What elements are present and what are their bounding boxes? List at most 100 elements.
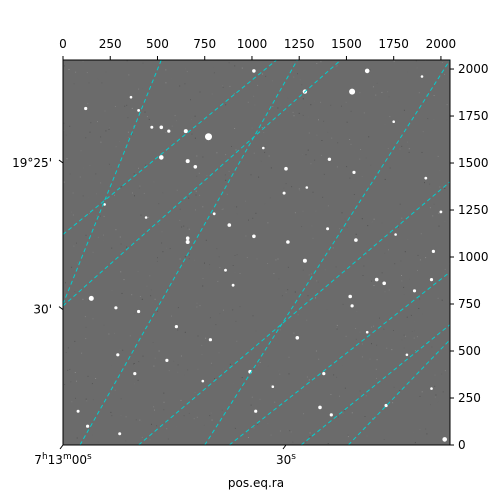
noise-speck: [176, 120, 177, 122]
noise-speck: [231, 146, 232, 147]
star: [318, 405, 322, 410]
noise-speck: [161, 231, 163, 233]
noise-speck: [430, 186, 431, 188]
star: [271, 385, 275, 389]
noise-speck: [277, 258, 279, 260]
noise-speck: [417, 269, 418, 271]
top-axis-tick-label: 500: [146, 37, 169, 51]
noise-speck: [218, 352, 220, 354]
noise-speck: [76, 262, 78, 264]
noise-speck: [396, 389, 398, 391]
noise-speck: [115, 229, 117, 231]
noise-speck: [429, 207, 431, 209]
noise-speck: [209, 415, 211, 417]
noise-speck: [72, 192, 74, 194]
star: [352, 170, 356, 174]
noise-speck: [335, 65, 337, 67]
star: [133, 372, 137, 376]
noise-speck: [268, 155, 270, 157]
noise-speck: [177, 307, 179, 309]
noise-speck: [148, 118, 150, 120]
noise-speck: [255, 330, 257, 332]
star: [201, 379, 205, 383]
noise-speck: [171, 125, 173, 127]
noise-speck: [403, 347, 405, 349]
noise-speck: [336, 327, 338, 328]
noise-speck: [92, 251, 94, 253]
star: [412, 289, 417, 293]
noise-speck: [85, 398, 87, 400]
noise-speck: [110, 166, 112, 168]
noise-speck: [181, 226, 183, 228]
noise-speck: [372, 86, 374, 88]
noise-speck: [260, 160, 262, 162]
star: [137, 109, 141, 112]
noise-speck: [74, 340, 76, 342]
noise-speck: [64, 65, 65, 67]
top-axis-tick-label: 1000: [237, 37, 268, 51]
noise-speck: [320, 101, 322, 103]
dec-grid-line: [63, 60, 162, 305]
noise-speck: [100, 215, 101, 217]
noise-speck: [158, 203, 160, 205]
noise-speck: [419, 259, 421, 261]
star: [224, 268, 227, 272]
noise-speck: [404, 337, 406, 339]
noise-speck: [104, 110, 106, 112]
noise-speck: [427, 118, 429, 120]
noise-speck: [364, 416, 366, 417]
noise-speck: [341, 365, 343, 367]
noise-speck: [259, 398, 261, 400]
dec-tick-label: 30': [33, 303, 52, 317]
noise-speck: [293, 332, 295, 334]
noise-speck: [111, 289, 113, 291]
noise-speck: [103, 240, 105, 241]
noise-speck: [430, 404, 431, 406]
noise-speck: [384, 178, 386, 180]
image-noise: [63, 60, 450, 444]
noise-speck: [272, 80, 274, 82]
noise-speck: [115, 146, 117, 148]
noise-speck: [196, 306, 198, 308]
noise-speck: [414, 442, 416, 444]
noise-speck: [176, 189, 178, 191]
noise-speck: [100, 141, 102, 143]
noise-speck: [146, 285, 148, 287]
noise-speck: [222, 208, 224, 210]
star: [254, 409, 258, 413]
ra-tick-label: 30s: [276, 452, 296, 467]
noise-speck: [156, 78, 158, 80]
noise-speck: [254, 104, 256, 106]
noise-speck: [65, 134, 67, 136]
star: [165, 358, 169, 362]
noise-speck: [279, 373, 281, 375]
noise-speck: [376, 377, 377, 379]
noise-speck: [97, 441, 99, 443]
noise-speck: [387, 148, 389, 150]
noise-speck: [401, 275, 402, 276]
noise-speck: [177, 364, 179, 366]
noise-speck: [233, 161, 234, 163]
noise-speck: [153, 181, 155, 183]
noise-speck: [87, 196, 89, 198]
noise-speck: [272, 106, 274, 107]
noise-speck: [370, 199, 372, 201]
noise-speck: [131, 294, 133, 296]
noise-speck: [414, 330, 415, 332]
noise-speck: [444, 188, 446, 189]
noise-speck: [317, 281, 319, 283]
noise-speck: [419, 298, 421, 300]
noise-speck: [209, 264, 211, 266]
noise-speck: [111, 415, 113, 417]
noise-speck: [120, 414, 122, 416]
noise-speck: [202, 285, 204, 287]
noise-speck: [89, 131, 91, 133]
noise-speck: [361, 175, 363, 177]
noise-speck: [85, 338, 87, 340]
noise-speck: [128, 74, 130, 76]
noise-speck: [261, 127, 263, 129]
noise-speck: [361, 251, 363, 253]
noise-speck: [118, 141, 120, 143]
noise-speck: [267, 423, 269, 425]
noise-speck: [293, 76, 295, 78]
